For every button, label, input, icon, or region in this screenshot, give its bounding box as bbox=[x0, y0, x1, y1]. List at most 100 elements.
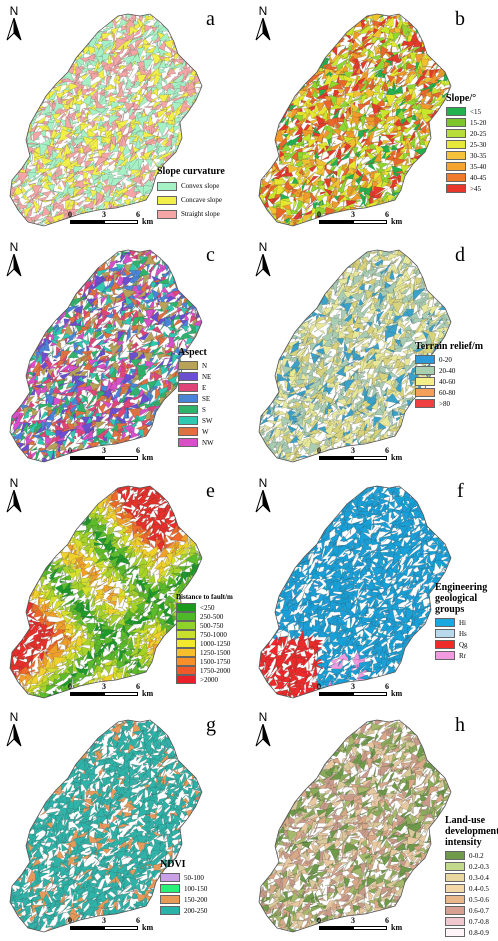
panel-letter: b bbox=[455, 8, 465, 30]
map-f bbox=[258, 485, 452, 699]
legend-label: 30-35 bbox=[470, 151, 487, 160]
scale-bar: 0 3 6 km bbox=[68, 682, 180, 700]
legend-swatch bbox=[157, 209, 177, 219]
study-area-boundary bbox=[9, 13, 203, 227]
legend-label: 0.8-0.9 bbox=[469, 928, 489, 937]
legend-label: >45 bbox=[470, 184, 481, 193]
legend-swatch bbox=[446, 118, 466, 127]
north-arrow-icon: N bbox=[253, 240, 277, 278]
legend-swatch bbox=[445, 884, 465, 893]
scale-tick-label: 3 bbox=[351, 446, 355, 455]
legend-label: 0.6-0.7 bbox=[469, 906, 489, 915]
legend-swatch bbox=[446, 173, 466, 182]
north-arrow-icon: N bbox=[4, 240, 28, 278]
legend-swatch bbox=[160, 884, 180, 893]
scale-tick-label: 6 bbox=[385, 210, 389, 219]
legend-item: SE bbox=[178, 393, 214, 404]
panel-letter: e bbox=[206, 480, 215, 502]
legend-item: >80 bbox=[415, 398, 483, 409]
map-b bbox=[258, 13, 452, 227]
legend-swatch bbox=[176, 603, 196, 612]
panel-letter: h bbox=[455, 714, 465, 736]
study-area-boundary bbox=[9, 719, 203, 933]
legend-swatch bbox=[445, 906, 465, 915]
scale-tick-label: 0 bbox=[68, 916, 72, 925]
legend-swatch bbox=[178, 361, 198, 370]
legend-title: Terrain relief/m bbox=[415, 341, 484, 352]
scale-tick-label: 6 bbox=[136, 916, 140, 925]
panel-letter: g bbox=[206, 714, 216, 736]
panel-letter: c bbox=[206, 244, 215, 266]
legend-swatch bbox=[445, 928, 465, 937]
legend-label: Convex slope bbox=[181, 182, 220, 190]
legend-label: NE bbox=[202, 372, 212, 381]
legend-label: 0.7-0.8 bbox=[469, 917, 489, 926]
legend-item: 0.2-0.3 bbox=[445, 861, 498, 872]
north-arrow-icon: N bbox=[4, 4, 28, 42]
legend-label: 200-250 bbox=[184, 906, 208, 915]
legend-swatch bbox=[157, 181, 177, 191]
legend-label: Rr bbox=[459, 651, 466, 660]
north-arrow-icon: N bbox=[4, 710, 28, 748]
legend-item: 0.3-0.4 bbox=[445, 872, 498, 883]
legend-label: 0-0.2 bbox=[469, 851, 484, 860]
legend: Distance to fault/m <250 250-500 500-750 750… bbox=[176, 593, 233, 684]
legend-item: >2000 bbox=[176, 675, 233, 684]
legend-item: 0.4-0.5 bbox=[445, 883, 498, 894]
legend-swatch bbox=[435, 640, 455, 649]
map-panel-c: c N Aspect N NE E SE S SW W NW 0 3 6 km bbox=[0, 236, 249, 471]
scale-segment bbox=[70, 456, 104, 460]
scale-unit: km bbox=[142, 923, 154, 932]
legend-item: 40-60 bbox=[415, 376, 483, 387]
legend-item: 35-40 bbox=[446, 161, 486, 172]
panel-letter: d bbox=[455, 244, 465, 266]
legend-swatch bbox=[445, 851, 465, 860]
legend-item: 20-25 bbox=[446, 128, 486, 139]
legend-item: N bbox=[178, 360, 214, 371]
legend: Engineering geological groups Hi Hs Qg Rr bbox=[435, 582, 498, 661]
legend-title: Distance to fault/m bbox=[176, 593, 233, 601]
scale-segment bbox=[70, 692, 104, 696]
scale-tick-label: 0 bbox=[68, 210, 72, 219]
north-arrow-icon: N bbox=[4, 476, 28, 514]
study-area-boundary bbox=[258, 249, 452, 463]
legend-item: >45 bbox=[446, 183, 486, 194]
scale-tick-label: 0 bbox=[317, 210, 321, 219]
legend-item: 0.7-0.8 bbox=[445, 916, 498, 927]
scale-tick-label: 0 bbox=[317, 916, 321, 925]
legend-label: 1750-2000 bbox=[200, 666, 231, 675]
legend-item: 25-30 bbox=[446, 139, 486, 150]
legend-item: Hi bbox=[435, 617, 498, 628]
legend-swatch bbox=[435, 618, 455, 627]
legend-item: Qg bbox=[435, 639, 498, 650]
scale-unit: km bbox=[142, 217, 154, 226]
scale-tick-label: 6 bbox=[385, 446, 389, 455]
legend-swatch bbox=[176, 612, 196, 621]
legend-label: 60-80 bbox=[439, 388, 456, 397]
legend-swatch bbox=[178, 383, 198, 392]
scale-segment bbox=[104, 926, 138, 930]
legend-item: Rr bbox=[435, 650, 498, 661]
scale-tick-label: 0 bbox=[68, 682, 72, 691]
north-arrow-icon: N bbox=[253, 4, 277, 42]
legend-swatch bbox=[445, 895, 465, 904]
legend-label: 40-45 bbox=[470, 173, 487, 182]
legend-swatch bbox=[446, 184, 466, 193]
legend-swatch bbox=[176, 666, 196, 675]
scale-tick-label: 0 bbox=[317, 682, 321, 691]
legend-item: 250-500 bbox=[176, 612, 233, 621]
legend-swatch bbox=[176, 657, 196, 666]
map-h bbox=[258, 719, 452, 933]
legend-item: 0-20 bbox=[415, 354, 483, 365]
scale-segment bbox=[104, 220, 138, 224]
scale-segment bbox=[70, 926, 104, 930]
study-area-boundary bbox=[258, 13, 452, 227]
legend-swatch bbox=[446, 129, 466, 138]
legend-label: 150-200 bbox=[184, 895, 208, 904]
scale-tick-label: 6 bbox=[136, 210, 140, 219]
scale-segment bbox=[70, 220, 104, 224]
scale-tick-label: 6 bbox=[136, 682, 140, 691]
legend-swatch bbox=[415, 355, 435, 364]
study-area-boundary bbox=[9, 485, 203, 699]
legend-title: Engineering geological groups bbox=[435, 582, 488, 615]
